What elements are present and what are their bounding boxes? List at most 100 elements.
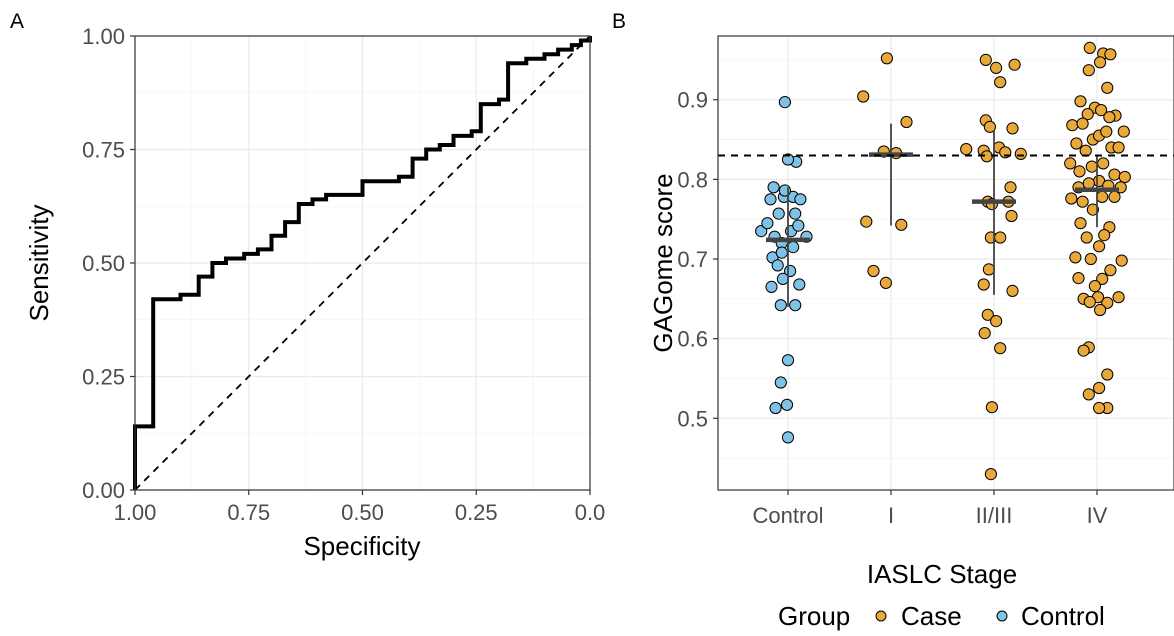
control-point bbox=[767, 181, 780, 194]
case-point bbox=[860, 215, 873, 228]
control-point bbox=[769, 401, 782, 415]
gagome-plot-frame bbox=[717, 35, 1174, 491]
control-point bbox=[780, 398, 794, 411]
case-point bbox=[867, 264, 880, 278]
case-point bbox=[1104, 48, 1117, 61]
roc-tick-labels: 1.00 0.75 0.50 0.25 0.0 0.00 0.25 0.50 0.75 1.00 bbox=[82, 24, 605, 525]
gagome-x-tick-label: I bbox=[888, 503, 894, 528]
case-point bbox=[1014, 147, 1027, 160]
gagome-panel: 0.5 0.6 0.7 0.8 0.9 Control I II/III IV IASLC St… bbox=[648, 35, 1174, 589]
case-point bbox=[985, 401, 999, 414]
panel-a-tag: A bbox=[10, 10, 24, 33]
case-point bbox=[1094, 56, 1107, 69]
roc-x-tick-label: 0.50 bbox=[341, 500, 384, 525]
control-point bbox=[781, 354, 795, 367]
case-point bbox=[1066, 119, 1079, 132]
control-point bbox=[774, 376, 787, 389]
gagome-y-tick-label: 0.7 bbox=[677, 247, 708, 272]
case-point bbox=[857, 90, 870, 103]
control-point bbox=[771, 259, 784, 272]
gagome-tick-labels: 0.5 0.6 0.7 0.8 0.9 Control I II/III IV bbox=[677, 88, 1107, 528]
case-point bbox=[1108, 168, 1121, 181]
case-point bbox=[982, 263, 996, 276]
legend: Group Case Control bbox=[778, 601, 1105, 631]
case-point bbox=[1118, 170, 1131, 184]
roc-panel: 1.00 0.75 0.50 0.25 0.0 0.00 0.25 0.50 0.751.00 … bbox=[24, 24, 605, 561]
control-point bbox=[761, 217, 774, 230]
case-point bbox=[1074, 95, 1087, 108]
case-point bbox=[1082, 64, 1095, 77]
roc-y-tick-label: 1.00 bbox=[82, 24, 125, 49]
gagome-x-axis-title: IASLC Stage bbox=[867, 559, 1017, 589]
case-point bbox=[1085, 160, 1098, 173]
case-point bbox=[1076, 117, 1089, 130]
roc-y-tick-label: 0.25 bbox=[82, 365, 125, 390]
control-point bbox=[774, 299, 787, 312]
panel-b-tag: B bbox=[612, 10, 626, 33]
gagome-median-markers bbox=[766, 123, 1119, 307]
case-point bbox=[1101, 368, 1114, 381]
case-point bbox=[1072, 272, 1085, 285]
legend-control-label: Control bbox=[1021, 601, 1105, 631]
roc-x-tick-label: 0.25 bbox=[455, 500, 498, 525]
case-point bbox=[1108, 190, 1121, 203]
control-point bbox=[772, 207, 785, 220]
case-point bbox=[984, 468, 998, 481]
roc-x-tick-label: 1.00 bbox=[114, 500, 157, 525]
case-point bbox=[994, 231, 1007, 244]
case-point bbox=[1103, 111, 1116, 124]
case-point bbox=[1081, 108, 1094, 121]
roc-x-axis-title: Specificity bbox=[303, 531, 420, 561]
case-point bbox=[1070, 137, 1083, 150]
roc-y-tick-label: 0.50 bbox=[82, 251, 125, 276]
control-point bbox=[781, 153, 795, 166]
case-point bbox=[1083, 41, 1096, 55]
case-point bbox=[879, 276, 893, 289]
case-point bbox=[960, 143, 973, 156]
case-point bbox=[1093, 381, 1106, 395]
case-point bbox=[1101, 296, 1114, 309]
case-point bbox=[1065, 192, 1078, 205]
case-point bbox=[1069, 251, 1082, 264]
case-point bbox=[990, 61, 1003, 75]
case-point bbox=[981, 308, 994, 321]
control-point bbox=[755, 225, 768, 238]
control-point bbox=[764, 193, 777, 206]
case-point bbox=[1094, 303, 1107, 317]
roc-lines bbox=[133, 35, 592, 491]
case-point bbox=[1112, 291, 1125, 304]
case-point bbox=[1082, 177, 1095, 190]
case-point bbox=[994, 76, 1007, 89]
control-point bbox=[775, 246, 788, 259]
case-point bbox=[1086, 203, 1100, 216]
case-point bbox=[1096, 272, 1109, 285]
legend-title: Group bbox=[778, 601, 850, 631]
case-point bbox=[978, 327, 991, 340]
gagome-x-tick-label: IV bbox=[1087, 503, 1108, 528]
case-point bbox=[983, 120, 997, 133]
gagome-y-tick-label: 0.6 bbox=[677, 327, 708, 352]
case-point bbox=[1095, 104, 1108, 117]
gagome-y-axis-title: GAGome score bbox=[648, 173, 678, 352]
case-point bbox=[1093, 401, 1106, 415]
control-point bbox=[787, 241, 800, 254]
case-point bbox=[1080, 231, 1093, 244]
case-point bbox=[895, 218, 908, 231]
case-point bbox=[1100, 125, 1113, 138]
gagome-x-tick-label: II/III bbox=[976, 503, 1013, 528]
control-point bbox=[789, 299, 802, 312]
control-point bbox=[793, 278, 806, 291]
case-point bbox=[1083, 295, 1096, 309]
legend-control-swatch bbox=[996, 610, 1008, 622]
control-point bbox=[794, 193, 807, 206]
control-point bbox=[776, 272, 790, 285]
case-point bbox=[994, 342, 1007, 355]
control-point bbox=[789, 207, 802, 220]
case-point bbox=[977, 278, 990, 291]
gagome-y-tick-label: 0.5 bbox=[677, 406, 708, 431]
case-point bbox=[1117, 125, 1130, 138]
case-point bbox=[1115, 254, 1128, 267]
legend-case-label: Case bbox=[901, 601, 962, 631]
roc-y-axis-title: Sensitivity bbox=[24, 204, 54, 321]
case-point bbox=[1006, 122, 1019, 135]
